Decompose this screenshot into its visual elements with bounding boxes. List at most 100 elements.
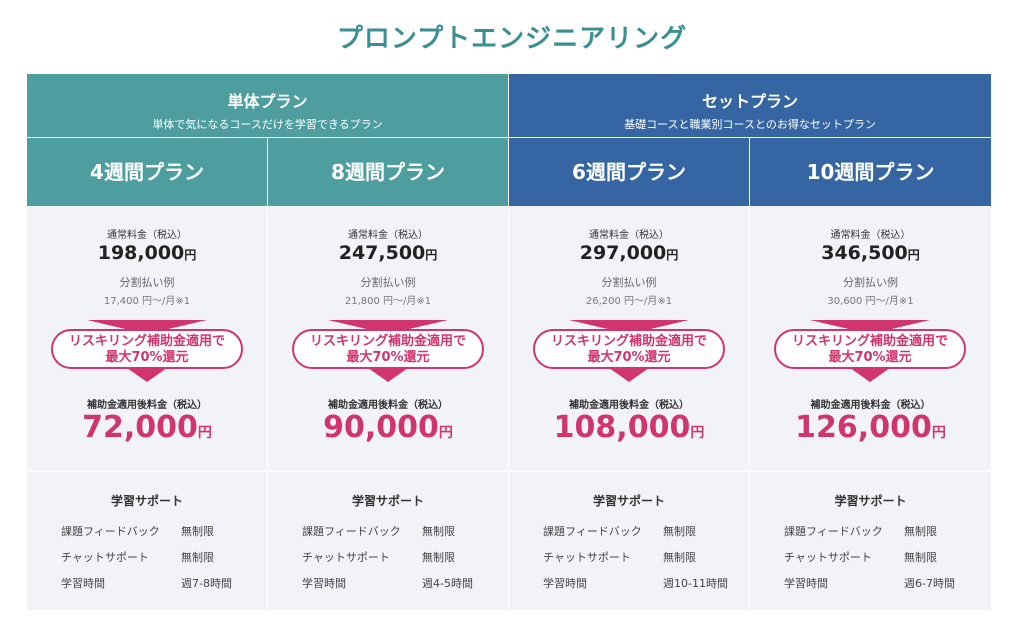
support-row: 課題フィードバック 無制限 <box>750 519 991 545</box>
regular-price: 346,500円 <box>750 242 991 264</box>
subsidy-line1: リスキリング補助金適用で <box>309 334 466 349</box>
yen-unit: 円 <box>690 425 705 441</box>
yen-unit: 円 <box>197 425 212 441</box>
regular-price-value: 198,000 <box>97 242 185 264</box>
group-subtitle: 単体で気になるコースだけを学習できるプラン <box>152 118 383 131</box>
price-area: 通常料金（税込） 297,000円 分割払い例 26,200 円〜/月※1 リス… <box>509 206 749 471</box>
support-key: チャットサポート <box>784 551 872 564</box>
after-price-label: 補助金適用後料金（税込） <box>569 400 689 411</box>
arrow-down-icon <box>609 368 649 382</box>
regular-price-label: 通常料金（税込） <box>107 230 187 241</box>
plan-name: 10週間プラン <box>750 138 991 206</box>
split-value: 26,200 円〜/月※1 <box>585 296 673 307</box>
subsidy-line1: リスキリング補助金適用で <box>791 334 948 349</box>
split-value: 21,800 円〜/月※1 <box>344 296 432 307</box>
regular-price: 247,500円 <box>268 242 508 264</box>
arrow-down-icon <box>368 368 408 382</box>
subsidy-line1: リスキリング補助金適用で <box>68 334 225 349</box>
support-key: 学習時間 <box>784 577 828 590</box>
after-price: 90,000円 <box>268 410 508 445</box>
support-heading: 学習サポート <box>834 494 907 508</box>
subsidy-badge: リスキリング補助金適用で 最大70%還元 <box>292 329 484 369</box>
pricing-table: 単体プラン 単体で気になるコースだけを学習できるプラン セットプラン 基礎コース… <box>27 74 991 610</box>
support-value: 無制限 <box>663 551 696 564</box>
support-value: 無制限 <box>422 525 455 538</box>
after-price-label: 補助金適用後料金（税込） <box>810 400 931 411</box>
price-area: 通常料金（税込） 247,500円 分割払い例 21,800 円〜/月※1 リス… <box>268 206 508 471</box>
support-value: 無制限 <box>422 551 455 564</box>
subsidy-line2: 最大70%還元 <box>346 350 430 365</box>
arrow-down-icon <box>850 368 890 382</box>
support-key: 学習時間 <box>302 577 346 590</box>
support-row: 学習時間 週4-5時間 <box>268 571 508 597</box>
group-name: 単体プラン <box>227 92 308 111</box>
support-section: 学習サポート 課題フィードバック 無制限 チャットサポート 無制限 学習時間 週6-7… <box>750 471 991 610</box>
subsidy-line1: リスキリング補助金適用で <box>550 334 707 349</box>
support-key: チャットサポート <box>61 551 149 564</box>
support-value: 無制限 <box>904 525 937 538</box>
support-heading: 学習サポート <box>110 494 183 508</box>
group-subtitle: 基礎コースと職業別コースとのお得なセットプラン <box>624 118 876 131</box>
regular-price-label: 通常料金（税込） <box>348 230 428 241</box>
plan-column: 6週間プラン 通常料金（税込） 297,000円 分割払い例 26,200 円〜… <box>509 138 749 610</box>
plan-column: 8週間プラン 通常料金（税込） 247,500円 分割払い例 21,800 円〜… <box>268 138 508 610</box>
split-label: 分割払い例 <box>119 276 175 289</box>
regular-price-value: 247,500 <box>338 242 426 264</box>
support-row: 課題フィードバック 無制限 <box>27 519 267 545</box>
support-value: 無制限 <box>181 525 214 538</box>
subsidy-badge: リスキリング補助金適用で 最大70%還元 <box>774 329 966 369</box>
support-row: 学習時間 週10-11時間 <box>509 571 749 597</box>
yen-unit: 円 <box>184 248 197 262</box>
arrow-down-icon <box>127 368 167 382</box>
support-value: 無制限 <box>904 551 937 564</box>
after-price-value: 108,000 <box>553 410 691 445</box>
support-row: 課題フィードバック 無制限 <box>268 519 508 545</box>
price-area: 通常料金（税込） 198,000円 分割払い例 17,400 円〜/月※1 リス… <box>27 206 267 471</box>
subsidy-line2: 最大70%還元 <box>105 350 189 365</box>
regular-price-label: 通常料金（税込） <box>589 230 669 241</box>
regular-price: 198,000円 <box>27 242 267 264</box>
split-value: 17,400 円〜/月※1 <box>103 296 191 307</box>
yen-unit: 円 <box>931 425 946 441</box>
support-row: 学習時間 週7-8時間 <box>27 571 267 597</box>
plan-column: 4週間プラン 通常料金（税込） 198,000円 分割払い例 17,400 円〜… <box>27 138 267 610</box>
subsidy-line2: 最大70%還元 <box>828 350 912 365</box>
group-name: セットプラン <box>701 92 798 111</box>
support-section: 学習サポート 課題フィードバック 無制限 チャットサポート 無制限 学習時間 週4-5… <box>268 471 508 610</box>
yen-unit: 円 <box>438 425 453 441</box>
support-value: 無制限 <box>181 551 214 564</box>
regular-price-value: 346,500 <box>821 242 908 264</box>
group-header-single: 単体プラン 単体で気になるコースだけを学習できるプラン <box>27 74 508 137</box>
after-price: 108,000円 <box>509 410 749 445</box>
support-row: チャットサポート 無制限 <box>27 545 267 571</box>
after-price-value: 90,000 <box>323 410 439 445</box>
regular-price-value: 297,000 <box>579 242 667 264</box>
subsidy-badge: リスキリング補助金適用で 最大70%還元 <box>533 329 725 369</box>
after-price-value: 126,000 <box>795 410 932 445</box>
support-key: 学習時間 <box>543 577 587 590</box>
support-key: チャットサポート <box>302 551 390 564</box>
support-value: 週4-5時間 <box>422 577 473 590</box>
page-title: プロンプトエンジニアリング <box>336 24 688 54</box>
plan-name: 6週間プラン <box>509 138 749 206</box>
split-label: 分割払い例 <box>601 276 657 289</box>
yen-unit: 円 <box>907 248 920 262</box>
plan-name: 4週間プラン <box>27 138 267 206</box>
price-area: 通常料金（税込） 346,500円 分割払い例 30,600 円〜/月※1 リス… <box>750 206 991 471</box>
support-heading: 学習サポート <box>351 494 424 508</box>
yen-unit: 円 <box>666 248 679 262</box>
support-heading: 学習サポート <box>592 494 665 508</box>
support-key: 課題フィードバック <box>302 525 401 538</box>
subsidy-badge: リスキリング補助金適用で 最大70%還元 <box>51 329 243 369</box>
support-key: 課題フィードバック <box>61 525 160 538</box>
yen-unit: 円 <box>425 248 438 262</box>
split-label: 分割払い例 <box>360 276 416 289</box>
support-value: 週6-7時間 <box>904 577 955 590</box>
support-value: 無制限 <box>663 525 696 538</box>
support-key: チャットサポート <box>543 551 631 564</box>
support-section: 学習サポート 課題フィードバック 無制限 チャットサポート 無制限 学習時間 週10-… <box>509 471 749 610</box>
support-value: 週10-11時間 <box>663 577 728 590</box>
support-row: チャットサポート 無制限 <box>509 545 749 571</box>
regular-price: 297,000円 <box>509 242 749 264</box>
after-price-label: 補助金適用後料金（税込） <box>87 400 207 411</box>
